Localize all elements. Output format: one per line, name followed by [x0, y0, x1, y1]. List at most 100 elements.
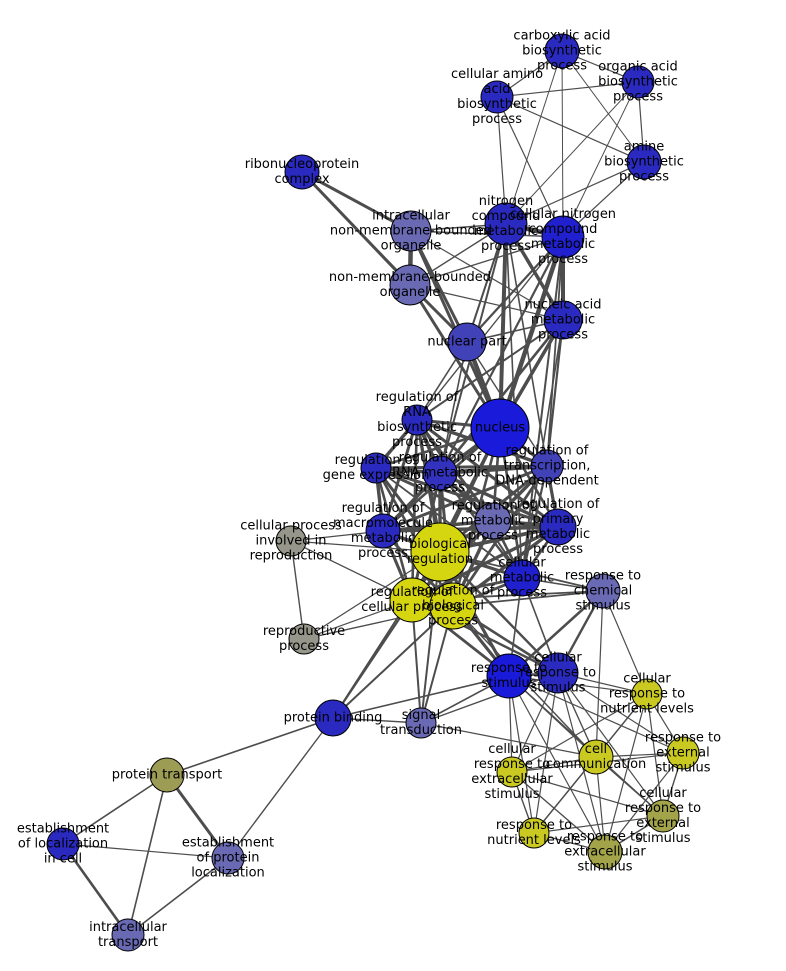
graph-edge — [508, 675, 535, 834]
graph-edge — [439, 341, 468, 474]
graph-edge — [410, 419, 419, 601]
graph-node[interactable] — [646, 799, 680, 833]
graph-node[interactable] — [288, 623, 320, 655]
graph-edge — [416, 418, 559, 529]
graph-edge — [521, 236, 564, 579]
graph-node[interactable] — [111, 918, 145, 952]
graph-edge — [562, 81, 639, 238]
graph-node[interactable] — [484, 202, 528, 246]
graph-edge — [439, 471, 559, 529]
graph-edge — [508, 675, 684, 754]
graph-edge — [557, 672, 684, 754]
graph-edge — [62, 774, 168, 845]
graph-edge — [332, 605, 454, 719]
graph-node[interactable] — [503, 559, 541, 597]
graph-node[interactable] — [275, 525, 307, 557]
graph-edge — [332, 599, 413, 719]
graph-edge — [604, 752, 684, 853]
graph-edge — [375, 467, 523, 579]
graph-edge — [505, 81, 639, 225]
graph-node[interactable] — [401, 404, 433, 436]
graph-edge — [646, 693, 664, 817]
graph-edge — [533, 815, 664, 834]
graph-node[interactable] — [543, 300, 583, 340]
graph-node[interactable] — [314, 699, 352, 737]
graph-edge — [496, 96, 564, 238]
graph-node[interactable] — [587, 834, 623, 870]
graph-node[interactable] — [486, 653, 532, 699]
graph-edge — [520, 465, 549, 579]
graph-edge — [505, 161, 645, 225]
graph-edge — [61, 843, 130, 936]
graph-edge — [511, 771, 606, 853]
graph-edge — [374, 467, 455, 607]
graph-edge — [127, 774, 168, 936]
graph-edge — [595, 590, 604, 758]
graph-edge — [227, 717, 334, 859]
graph-node[interactable] — [496, 756, 528, 788]
graph-edge — [497, 236, 566, 429]
graph-edge — [416, 319, 564, 421]
graph-edge — [496, 96, 645, 163]
graph-edge — [452, 590, 604, 607]
graph-node[interactable] — [284, 154, 320, 190]
graph-node[interactable] — [626, 144, 662, 180]
graph-edge — [127, 857, 229, 936]
graph-node[interactable] — [541, 215, 585, 259]
graph-edge — [602, 590, 648, 695]
graph-node[interactable] — [631, 678, 663, 710]
graph-node[interactable] — [429, 582, 477, 630]
edge-layer — [61, 50, 684, 936]
graph-node[interactable] — [46, 827, 80, 861]
graph-node[interactable] — [666, 736, 700, 770]
graph-edge — [420, 722, 597, 758]
graph-node[interactable] — [365, 513, 401, 549]
graph-node[interactable] — [474, 502, 512, 540]
graph-edge — [301, 170, 412, 233]
graph-node[interactable] — [211, 841, 245, 875]
graph-edge — [416, 236, 564, 421]
graph-edge — [62, 843, 229, 859]
node-layer — [46, 33, 700, 952]
graph-node[interactable] — [585, 573, 621, 609]
graph-node[interactable] — [539, 508, 577, 546]
graph-edge — [375, 466, 494, 523]
graph-node[interactable] — [389, 264, 431, 306]
graph-edge — [505, 50, 563, 225]
graph-edge — [604, 693, 648, 853]
graph-node[interactable] — [422, 455, 458, 491]
graph-node[interactable] — [518, 817, 550, 849]
graph-edge — [438, 319, 565, 474]
graph-edge — [382, 464, 548, 533]
graph-node[interactable] — [470, 398, 530, 458]
graph-edge — [382, 525, 559, 533]
graph-node[interactable] — [447, 322, 487, 362]
graph-edge — [557, 672, 664, 817]
graph-edge — [545, 319, 565, 467]
graph-node[interactable] — [621, 65, 655, 99]
graph-node[interactable] — [410, 522, 470, 582]
graph-node[interactable] — [537, 652, 579, 694]
graph-node[interactable] — [360, 452, 392, 484]
graph-edge — [561, 50, 645, 163]
graph-edge — [420, 672, 559, 724]
graph-node[interactable] — [405, 707, 437, 739]
graph-edge — [290, 540, 305, 640]
graph-node[interactable] — [578, 739, 614, 775]
graph-edge — [511, 771, 664, 817]
graph-edge — [496, 81, 639, 98]
graph-edge — [561, 50, 564, 238]
graph-node[interactable] — [389, 577, 435, 623]
graph-edge — [332, 675, 510, 719]
graph-edge — [508, 675, 648, 695]
graph-edge — [409, 284, 564, 321]
graph-node[interactable] — [480, 80, 514, 114]
graph-node[interactable] — [390, 210, 432, 252]
graph-node[interactable] — [544, 33, 580, 69]
graph-edge — [166, 717, 334, 776]
graph-node[interactable] — [530, 449, 564, 483]
graph-node[interactable] — [149, 757, 185, 793]
graph-edge — [375, 464, 548, 470]
